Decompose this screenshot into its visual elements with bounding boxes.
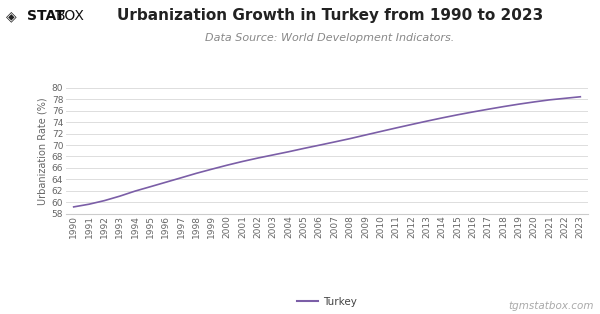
Text: ◈: ◈	[6, 9, 17, 24]
Text: Urbanization Growth in Turkey from 1990 to 2023: Urbanization Growth in Turkey from 1990 …	[117, 8, 543, 23]
Text: STAT: STAT	[27, 9, 65, 24]
Y-axis label: Urbanization Rate (%): Urbanization Rate (%)	[38, 97, 47, 204]
Legend: Turkey: Turkey	[293, 293, 361, 311]
Text: BOX: BOX	[55, 9, 84, 24]
Text: tgmstatbox.com: tgmstatbox.com	[509, 301, 594, 311]
Text: Data Source: World Development Indicators.: Data Source: World Development Indicator…	[205, 33, 455, 43]
